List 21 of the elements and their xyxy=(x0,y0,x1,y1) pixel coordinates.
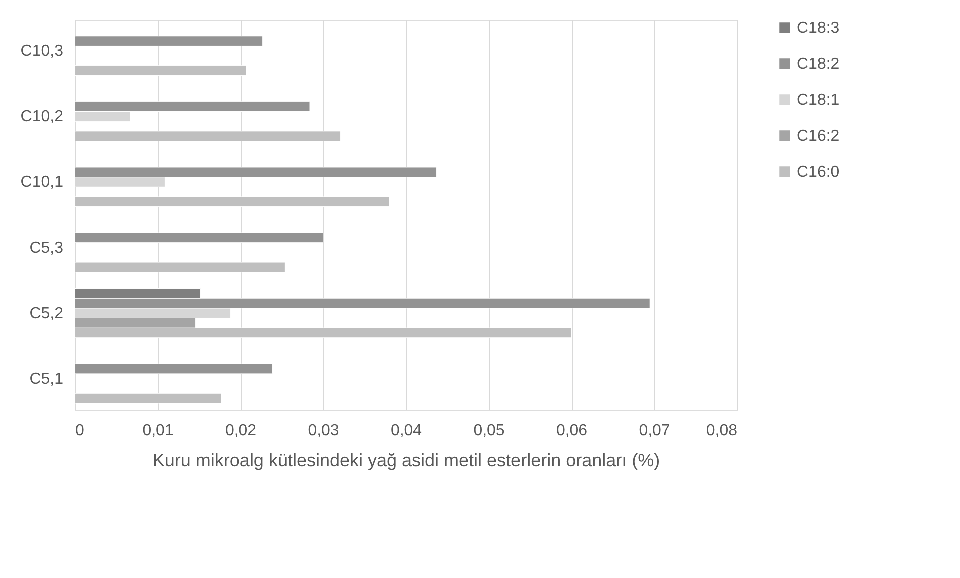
x-tick-label: 0,07 xyxy=(639,422,670,440)
y-tick-label: C5,1 xyxy=(30,370,64,388)
legend-label: C18:2 xyxy=(797,56,840,73)
x-tick-label: 0,05 xyxy=(474,422,505,440)
legend-label: C18:1 xyxy=(797,92,840,109)
x-tick-label: 0,08 xyxy=(706,422,738,440)
x-axis-title: Kuru mikroalg kütlesindeki yağ asidi metil esterlerin oranları (%) xyxy=(152,450,660,470)
x-tick-label: 0,03 xyxy=(308,422,340,440)
x-tick-label: 0 xyxy=(76,422,84,440)
x-tick-label: 0,06 xyxy=(556,422,588,440)
x-tick-label: 0,01 xyxy=(142,422,174,440)
y-tick-label: C10,3 xyxy=(20,43,64,60)
y-tick-label: C5,2 xyxy=(30,305,64,322)
y-tick-label: C10,1 xyxy=(20,174,64,192)
x-tick-label: 0,02 xyxy=(225,422,257,440)
legend-label: C16:0 xyxy=(797,164,840,181)
legend-label: C18:3 xyxy=(797,20,840,37)
y-tick-label: C10,2 xyxy=(20,108,64,126)
y-tick-label: C5,3 xyxy=(30,240,64,257)
x-tick-label: 0,04 xyxy=(390,422,422,440)
legend-label: C16:2 xyxy=(797,128,840,145)
